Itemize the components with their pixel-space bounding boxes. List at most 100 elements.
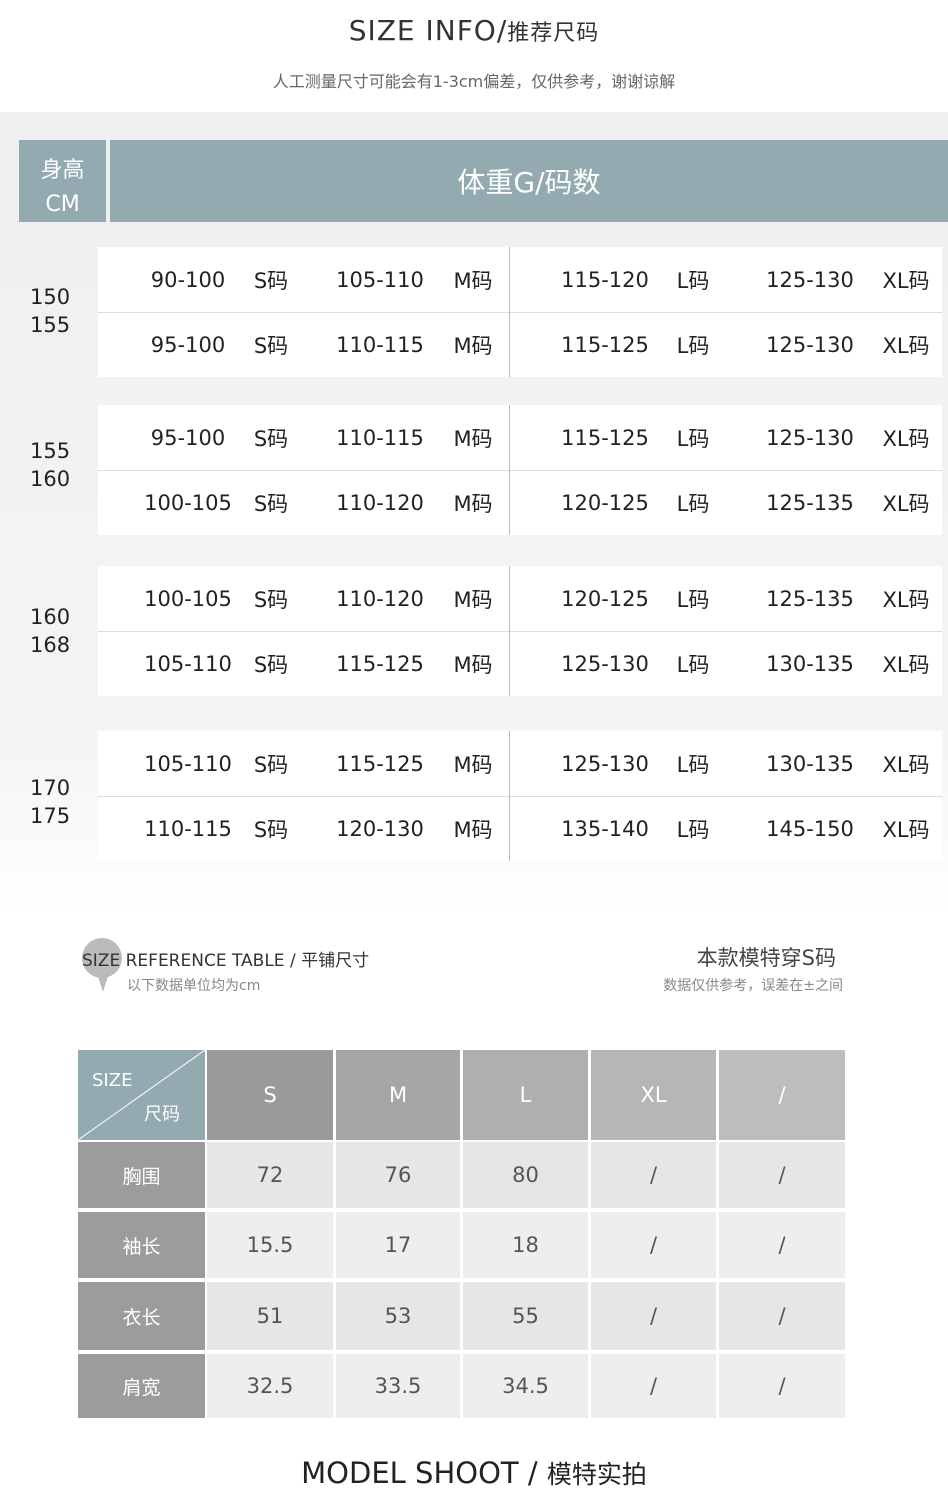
reference-badge: SIZE xyxy=(82,951,121,971)
weight-range: 110-120 xyxy=(336,491,424,515)
size-row: 100-105 S码 110-120 M码 120-125 L码 125-135 XL码 xyxy=(98,566,942,631)
weight-range: 115-125 xyxy=(561,425,649,450)
size-label: L码 xyxy=(676,752,710,777)
weight-range: 105-110 xyxy=(336,267,424,292)
size-label: S码 xyxy=(253,752,289,777)
value-cell: 17 xyxy=(336,1212,460,1278)
size-group: 105-110 S码 115-125 M码 125-130 L码 130-135 XL码 110… xyxy=(98,731,942,861)
column-header: L xyxy=(463,1050,588,1140)
size-label: L码 xyxy=(676,334,710,358)
size-label: XL码 xyxy=(882,334,930,358)
weight-range: 110-120 xyxy=(336,586,424,611)
height-value: 168 xyxy=(30,633,71,657)
weight-range: 125-135 xyxy=(766,586,854,611)
value-cell: 32.5 xyxy=(207,1354,333,1418)
divider xyxy=(509,566,510,696)
value-cell: 33.5 xyxy=(336,1354,460,1418)
weight-range: 135-140 xyxy=(561,817,649,841)
diagonal-line xyxy=(78,1050,205,1140)
height-range: 160 168 xyxy=(30,603,70,659)
weight-range: 110-115 xyxy=(144,817,232,841)
height-value: 160 xyxy=(30,467,71,491)
subtitle: 人工测量尺寸可能会有1-3cm偏差，仅供参考，谢谢谅解 xyxy=(272,72,676,91)
size-group: 100-105 S码 110-120 M码 120-125 L码 125-135 XL码 105… xyxy=(98,566,942,696)
weight-range: 105-110 xyxy=(144,751,232,776)
size-label: S码 xyxy=(253,492,289,516)
size-row: 95-100 S码 110-115 M码 115-125 L码 125-130 XL码 xyxy=(98,312,942,377)
model-sub-note: 数据仅供参考，误差在±之间 xyxy=(663,978,843,994)
size-row: 105-110 S码 115-125 M码 125-130 L码 130-135 XL码 xyxy=(98,631,942,696)
row-label: 袖长 xyxy=(78,1212,205,1278)
size-label: S码 xyxy=(253,818,289,842)
weight-range: 120-125 xyxy=(561,586,649,611)
row-label: 衣长 xyxy=(78,1282,205,1350)
size-label: S码 xyxy=(253,653,289,677)
size-label: M码 xyxy=(453,587,493,612)
weight-range: 125-130 xyxy=(766,333,854,357)
height-range: 170 175 xyxy=(30,774,70,830)
row-label: 胸围 xyxy=(78,1142,205,1208)
height-range: 155 160 xyxy=(30,437,70,493)
weight-range: 105-110 xyxy=(144,652,232,676)
size-label: L码 xyxy=(676,426,710,451)
weight-range: 125-130 xyxy=(561,652,649,676)
height-header: 身高 CM xyxy=(19,140,106,222)
weight-range: 100-105 xyxy=(144,586,232,611)
weight-range: 115-125 xyxy=(336,751,424,776)
value-cell: 76 xyxy=(336,1142,460,1208)
value-cell: 53 xyxy=(336,1282,460,1350)
value-cell: 34.5 xyxy=(463,1354,588,1418)
size-label: L码 xyxy=(676,818,710,842)
shoot-cn: 模特实拍 xyxy=(546,1460,647,1489)
weight-range: 100-105 xyxy=(144,491,232,515)
size-label: XL码 xyxy=(882,587,930,612)
weight-range: 120-125 xyxy=(561,491,649,515)
row-label: 肩宽 xyxy=(78,1354,205,1418)
size-row: 100-105 S码 110-120 M码 120-125 L码 125-135 XL码 xyxy=(98,470,942,535)
reference-title-text: REFERENCE TABLE / 平铺尺寸 xyxy=(125,951,370,971)
height-value: 160 xyxy=(30,605,71,629)
divider xyxy=(509,731,510,861)
size-label: S码 xyxy=(253,587,289,612)
corner-cell: SIZE 尺码 xyxy=(78,1050,205,1140)
weight-range: 95-100 xyxy=(150,425,226,450)
unit-note: 以下数据单位均为cm xyxy=(127,978,261,994)
size-label: L码 xyxy=(676,653,710,677)
model-shoot-title: MODEL SHOOT / 模特实拍 xyxy=(0,1455,948,1491)
weight-header: 体重G/码数 xyxy=(110,140,948,222)
size-label: S码 xyxy=(253,268,289,293)
weight-range: 125-130 xyxy=(561,751,649,776)
height-value: 170 xyxy=(30,776,71,800)
size-label: M码 xyxy=(453,334,493,358)
height-value: 155 xyxy=(30,439,71,463)
value-cell: 72 xyxy=(207,1142,333,1208)
height-label: 身高 xyxy=(40,158,85,183)
pin-tail-icon xyxy=(96,970,110,992)
weight-range: 110-115 xyxy=(336,425,424,450)
size-group: 95-100 S码 110-115 M码 115-125 L码 125-130 XL码 100-… xyxy=(98,405,942,535)
value-cell: 55 xyxy=(463,1282,588,1350)
size-label: L码 xyxy=(676,492,710,516)
value-cell: 51 xyxy=(207,1282,333,1350)
reference-title: SIZE REFERENCE TABLE / 平铺尺寸 xyxy=(82,946,369,971)
value-cell: 18 xyxy=(463,1212,588,1278)
weight-range: 125-130 xyxy=(766,425,854,450)
size-label: M码 xyxy=(453,268,493,293)
value-cell: / xyxy=(591,1354,716,1418)
value-cell: 15.5 xyxy=(207,1212,333,1278)
model-note: 本款模特穿S码 xyxy=(696,946,836,970)
value-cell: / xyxy=(719,1142,845,1208)
value-cell: / xyxy=(719,1354,845,1418)
height-range: 150 155 xyxy=(30,283,70,339)
size-label: M码 xyxy=(453,818,493,842)
weight-range: 130-135 xyxy=(766,652,854,676)
size-row: 95-100 S码 110-115 M码 115-125 L码 125-130 XL码 xyxy=(98,405,942,470)
divider xyxy=(509,247,510,377)
weight-range: 120-130 xyxy=(336,817,424,841)
size-label: S码 xyxy=(253,426,289,451)
value-cell: / xyxy=(591,1142,716,1208)
value-cell: 80 xyxy=(463,1142,588,1208)
size-label: M码 xyxy=(453,426,493,451)
size-label: M码 xyxy=(453,653,493,677)
corner-top: SIZE xyxy=(92,1070,133,1091)
